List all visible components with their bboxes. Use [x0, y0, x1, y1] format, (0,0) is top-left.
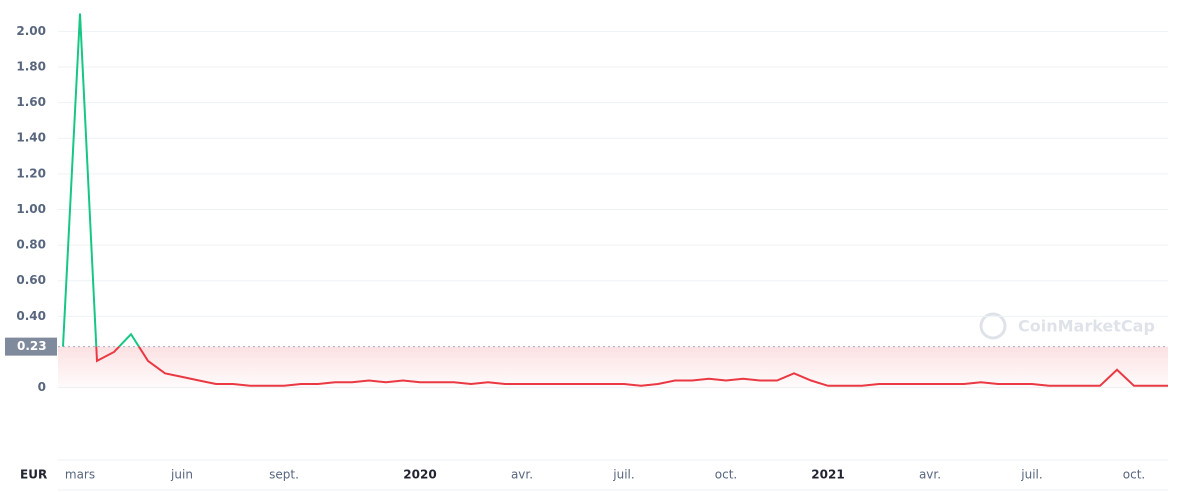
x-tick-label: juil. — [612, 468, 634, 482]
price-line-up — [62, 13, 141, 347]
y-tick-label: 1.60 — [16, 95, 46, 109]
y-tick-label: 0.40 — [16, 309, 46, 323]
reference-band — [58, 346, 1168, 388]
x-tick-label: 2020 — [403, 468, 436, 482]
x-tick-label: avr. — [919, 468, 941, 482]
x-tick-label: avr. — [511, 468, 533, 482]
y-tick-label: 2.00 — [16, 24, 46, 38]
y-tick-label: 1.80 — [16, 59, 46, 73]
x-tick-label: oct. — [715, 468, 737, 482]
watermark: CoinMarketCap — [979, 312, 1155, 340]
x-tick-label: mars — [65, 468, 95, 482]
currency: EUR — [20, 468, 47, 482]
price-line-down — [63, 346, 1168, 387]
x-tick-label: juil. — [1020, 468, 1042, 482]
y-tick-label: 1.00 — [16, 202, 46, 216]
reference-label: 0.23 — [17, 339, 47, 353]
x-tick-label: 2021 — [811, 468, 844, 482]
watermark-text: CoinMarketCap — [1018, 317, 1155, 336]
x-tick-label: oct. — [1123, 468, 1145, 482]
y-tick-label: 0.80 — [16, 238, 46, 252]
y-tick-label: 0.60 — [16, 273, 46, 287]
x-tick-label: juin — [170, 468, 193, 482]
y-tick-label: 1.20 — [16, 166, 46, 180]
y-tick-label: 0 — [38, 380, 46, 394]
reference-label-bg — [5, 337, 57, 356]
x-tick-label: sept. — [269, 468, 299, 482]
y-tick-label: 1.40 — [16, 131, 46, 145]
